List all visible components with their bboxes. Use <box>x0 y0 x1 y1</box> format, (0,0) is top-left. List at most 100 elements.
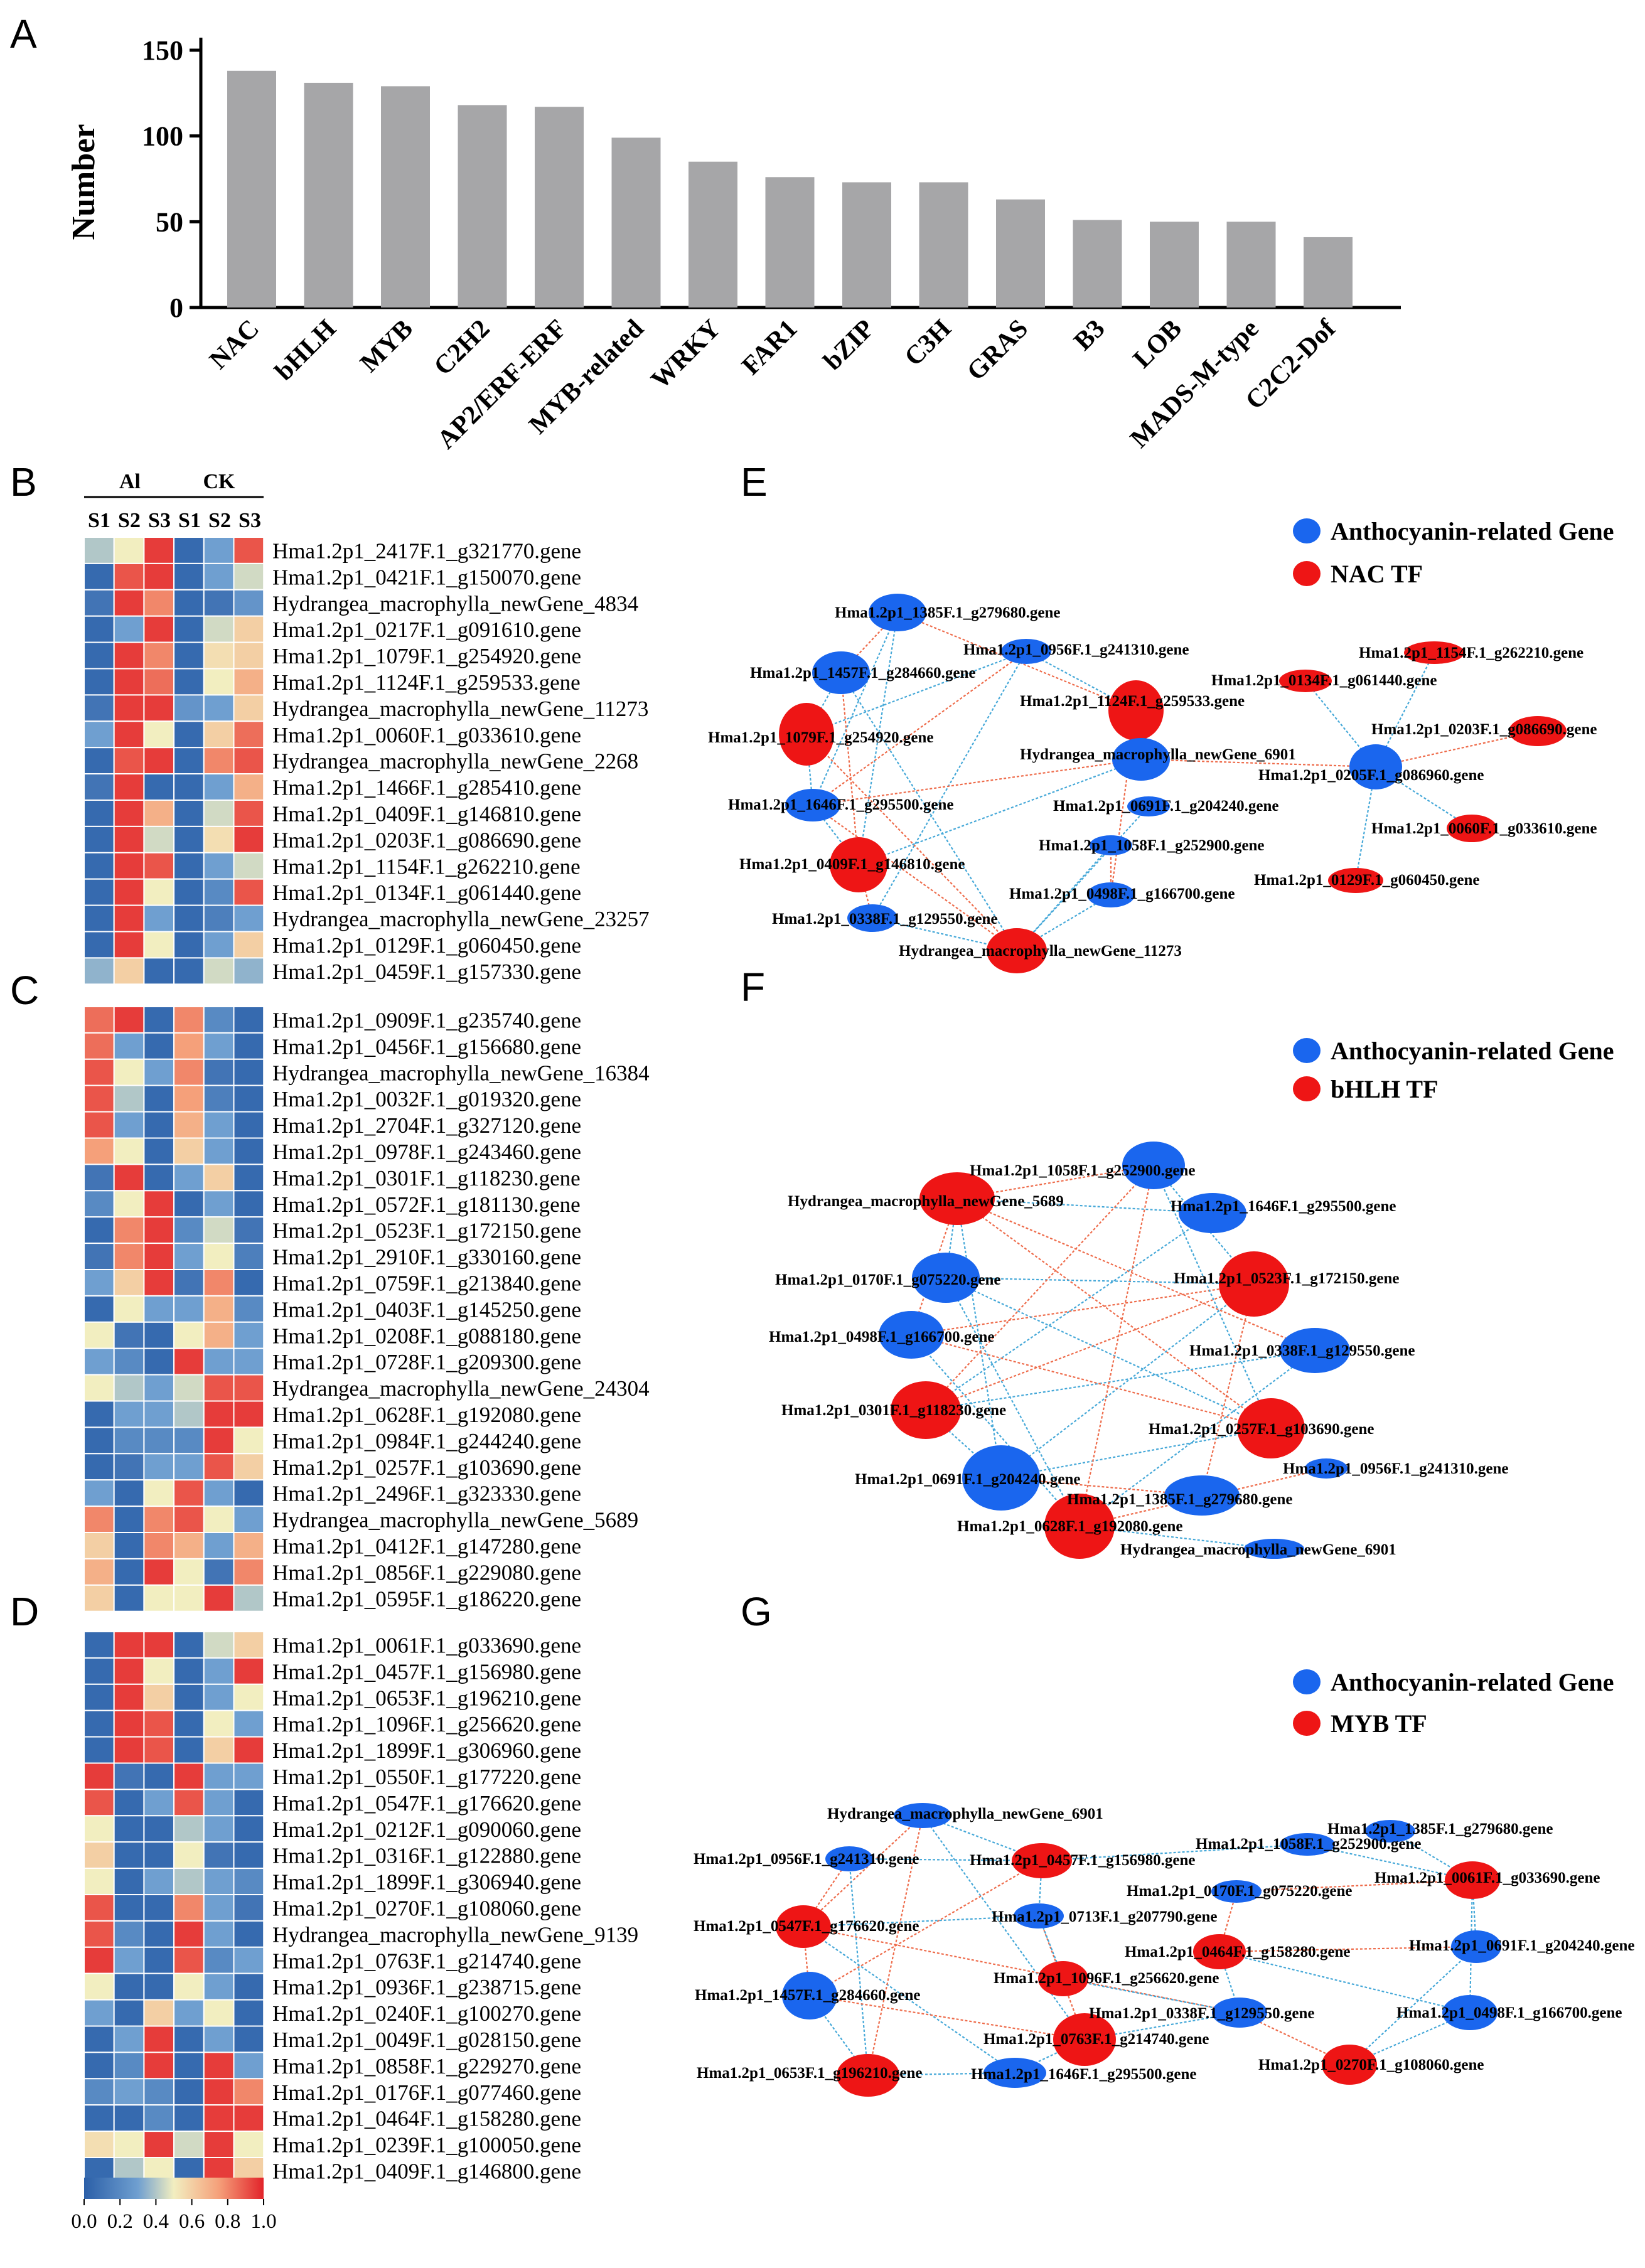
heatmap-cell <box>113 1058 145 1086</box>
network-edge <box>1000 1427 1272 1479</box>
heatmap-cell <box>113 1321 145 1349</box>
legend-tf-marker <box>1293 1711 1321 1736</box>
colorbar-tick-label: 0.2 <box>107 2210 133 2233</box>
heatmap-cell <box>143 1479 175 1507</box>
node-label: Hydrangea_macrophylla_newGene_6901 <box>827 1805 1103 1822</box>
heatmap-cell <box>113 615 145 643</box>
heatmap-cell <box>173 537 205 564</box>
gene-node <box>912 1253 980 1303</box>
legend-g: Anthocyanin-related Gene MYB TF <box>1293 1668 1614 1738</box>
node-label: Hma1.2p1_0203F.1_g086690.gene <box>1371 721 1597 738</box>
gene-label: Hma1.2p1_0301F.1_g118230.gene <box>272 1166 581 1190</box>
gene-label: Hma1.2p1_0403F.1_g145250.gene <box>272 1297 581 1322</box>
heatmap-cell <box>233 1815 265 1843</box>
heatmap-cell <box>143 2078 175 2106</box>
node-label: Hma1.2p1_1385F.1_g279680.gene <box>1067 1491 1293 1508</box>
node-label: Hma1.2p1_0523F.1_g172150.gene <box>1174 1270 1400 1287</box>
heatmap-cell <box>233 1321 265 1349</box>
heatmap-cell <box>173 1815 205 1843</box>
heatmap-cell <box>173 1269 205 1297</box>
x-tick-label: C3H <box>899 314 957 372</box>
gene-label: Hma1.2p1_1466F.1_g285410.gene <box>272 776 581 800</box>
bar <box>304 82 353 308</box>
heatmap-cell <box>143 1137 175 1165</box>
gene-node <box>1442 1995 1498 2030</box>
heatmap-cell <box>173 957 205 985</box>
gene-node <box>1179 1193 1246 1233</box>
heatmap-cell <box>173 1558 205 1586</box>
heatmap-cell <box>143 1190 175 1218</box>
gene-label: Hma1.2p1_0240F.1_g100270.gene <box>272 2001 581 2026</box>
heatmap-cell <box>233 2104 265 2132</box>
heatmap-cell <box>173 1479 205 1507</box>
heatmap-cell <box>143 1972 175 2001</box>
sample-label: S1 <box>88 509 110 532</box>
heatmap-cell <box>113 1736 145 1764</box>
heatmap-cell <box>143 2104 175 2132</box>
heatmap-cell <box>143 1657 175 1685</box>
heatmap-cell <box>113 1400 145 1428</box>
panel-label-g: G <box>741 1589 772 1634</box>
heatmap-cell <box>173 1683 205 1711</box>
heatmap-cell <box>173 1920 205 1948</box>
gene-label: Hma1.2p1_0316F.1_g122880.gene <box>272 1844 581 1868</box>
heatmap-cell <box>233 2078 265 2106</box>
heatmap-cell <box>233 1479 265 1507</box>
panel-label-d: D <box>10 1589 39 1634</box>
node-label: Hma1.2p1_0498F.1_g166700.gene <box>1396 2004 1622 2021</box>
heatmap-cell <box>113 1243 145 1270</box>
heatmap-cell <box>143 1426 175 1455</box>
heatmap-cell <box>113 1972 145 2001</box>
heatmap-cell <box>113 589 145 617</box>
network-edge <box>1026 651 1137 711</box>
network-edge <box>1016 806 1149 951</box>
heatmap-cell <box>83 1999 115 2027</box>
heatmap-cell <box>203 1709 235 1738</box>
gene-label: Hydrangea_macrophylla_newGene_11273 <box>272 697 648 721</box>
node-label: Hma1.2p1_0691F.1_g204240.gene <box>855 1471 1081 1488</box>
heatmap-cell <box>203 1762 235 1790</box>
heatmap-cell <box>143 1789 175 1817</box>
heatmap-cell <box>203 2078 235 2106</box>
heatmap-cell <box>113 1868 145 1896</box>
heatmap-cell <box>203 1295 235 1323</box>
network-edge <box>806 650 1027 735</box>
gene-node <box>825 1846 873 1871</box>
heatmap-cell <box>203 1163 235 1192</box>
heatmap-cell <box>173 589 205 617</box>
heatmap-cell <box>203 2131 235 2159</box>
tf-node <box>1404 641 1464 664</box>
node-label: Hma1.2p1_0691F.1_g204240.gene <box>1409 1937 1635 1954</box>
heatmap-cell <box>203 1243 235 1270</box>
gene-node <box>1127 796 1170 816</box>
node-label: Hma1.2p1_0338F.1_g129550.gene <box>772 911 998 928</box>
legend-tf-label: bHLH TF <box>1331 1075 1439 1103</box>
node-label: Hma1.2p1_0338F.1_g129550.gene <box>1089 2005 1315 2022</box>
x-tick-label: WRKY <box>646 314 726 395</box>
node-label: Hma1.2p1_1079F.1_g254920.gene <box>708 729 934 746</box>
heatmap-cell <box>203 1894 235 1922</box>
heatmap-cell <box>143 1347 175 1376</box>
heatmap-cell <box>203 931 235 959</box>
network-edge <box>911 1283 1255 1336</box>
heatmap-cell <box>143 1295 175 1323</box>
heatmap-cell <box>173 1006 205 1034</box>
heatmap-cell <box>173 1841 205 1869</box>
network-edge <box>1375 652 1435 768</box>
gene-label: Hma1.2p1_0763F.1_g214740.gene <box>272 1949 581 1973</box>
heatmap-cell <box>83 825 115 853</box>
heatmap-cell <box>233 1558 265 1586</box>
tf-node <box>837 2054 899 2097</box>
heatmap-cell <box>83 773 115 801</box>
network-edge <box>1078 1165 1155 1527</box>
heatmap-cell <box>83 1762 115 1790</box>
gene-label: Hma1.2p1_0464F.1_g158280.gene <box>272 2107 581 2131</box>
heatmap-cell <box>173 904 205 933</box>
heatmap-cell <box>113 1946 145 1974</box>
heatmap-cell <box>143 1558 175 1586</box>
bar <box>689 161 737 308</box>
bar <box>227 70 276 308</box>
gene-label: Hma1.2p1_1899F.1_g306940.gene <box>272 1870 581 1895</box>
heatmap-cell <box>113 852 145 880</box>
network-edge <box>857 612 899 865</box>
